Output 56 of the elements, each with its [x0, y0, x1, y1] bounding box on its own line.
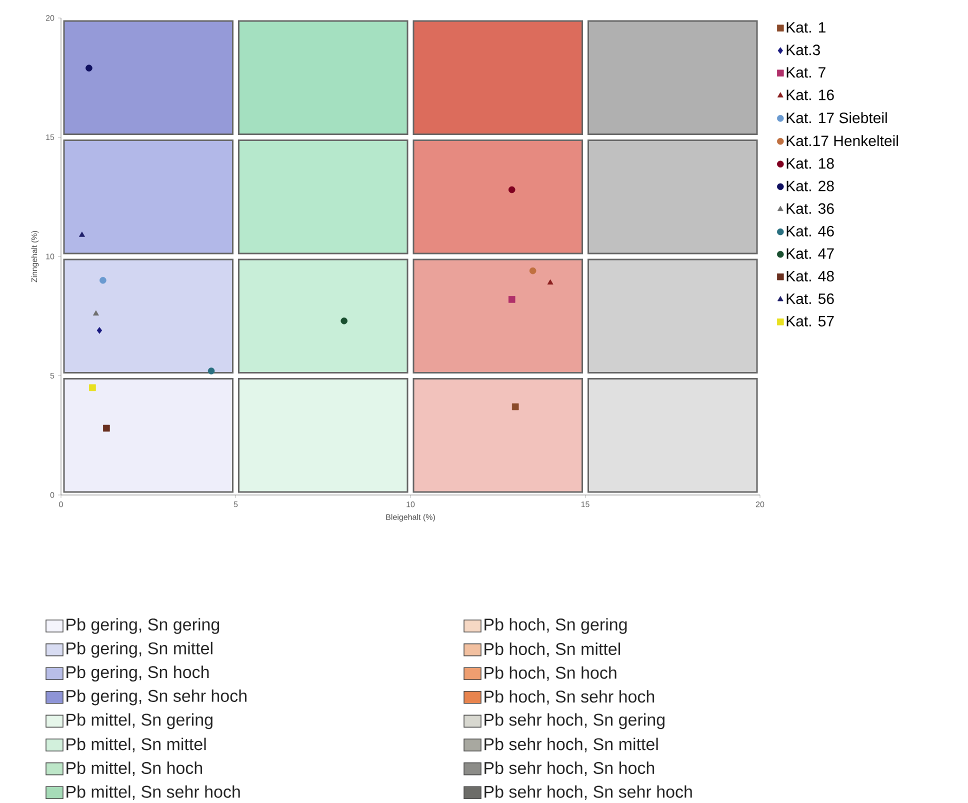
text: Pb mittel, Sn hoch	[66, 762, 202, 776]
y-tick-label: 10	[46, 254, 54, 260]
x-tick-label: 15	[581, 502, 590, 508]
y-tick-label: 0	[50, 492, 54, 498]
legend-label: Kat.17 Henkelteil	[786, 135, 898, 146]
legend-label: Kat. 18	[786, 158, 834, 169]
legend-label: Kat. 7	[786, 67, 826, 78]
y-tick-label: 15	[46, 134, 54, 140]
text: Pb gering, Sn hoch	[66, 666, 209, 682]
text: Pb mittel, Sn mittel	[66, 738, 206, 752]
y-axis-title: Zinngehalt (%)	[31, 231, 39, 282]
legend-label: Kat. 16	[786, 90, 834, 100]
legend-label: Kat. 57	[786, 316, 834, 326]
legend-label: Kat. 36	[786, 203, 834, 214]
text: Pb hoch, Sn mittel	[484, 642, 620, 658]
point	[92, 310, 99, 316]
point	[547, 279, 554, 285]
x-tick-label: 0	[59, 502, 63, 508]
text: Pb mittel, Sn gering	[66, 713, 212, 730]
point	[508, 186, 516, 194]
point	[89, 384, 96, 392]
point	[100, 276, 106, 284]
legend-label: Kat. 56	[786, 293, 834, 304]
point	[208, 368, 215, 374]
text: Pb gering, Sn sehr hoch	[66, 689, 246, 706]
point	[512, 403, 519, 410]
text: Pb hoch, Sn hoch	[484, 666, 616, 681]
text: Pb gering, Sn mittel	[66, 642, 212, 658]
point	[508, 296, 516, 303]
x-tick-label: 20	[756, 502, 764, 508]
text: Pb sehr hoch, Sn hoch	[484, 762, 654, 776]
point	[340, 317, 348, 324]
point	[529, 267, 536, 274]
x-axis-title: Bleigehalt (%)	[386, 514, 435, 522]
x-tick-label: 10	[406, 502, 415, 508]
text: Pb gering, Sn gering	[66, 618, 220, 634]
y-tick-label: 20	[46, 15, 54, 21]
text: Pb sehr hoch, Sn sehr hoch	[484, 785, 692, 800]
legend-label: Kat. 47	[786, 248, 834, 259]
x-tick-label: 5	[234, 502, 238, 508]
legend-label: Kat. 48	[786, 270, 834, 282]
legend-label: Kat.3	[786, 44, 820, 56]
point	[103, 424, 110, 432]
text: Pb hoch, Sn sehr hoch	[484, 690, 654, 705]
legend-label: Kat. 17 Siebteil	[786, 112, 887, 124]
text: Pb sehr hoch, Sn gering	[484, 713, 664, 730]
point	[79, 232, 85, 237]
text: Pb mittel, Sn sehr hoch	[66, 785, 240, 800]
legend-label: Kat. 1	[786, 22, 826, 33]
point	[96, 327, 102, 334]
y-tick-label: 5	[50, 372, 54, 379]
point	[86, 64, 92, 72]
text: Pb sehr hoch, Sn mittel	[484, 738, 658, 752]
legend-label: Kat. 28	[786, 180, 834, 192]
text: Pb hoch, Sn gering	[484, 618, 627, 634]
legend-label: Kat. 46	[786, 226, 834, 236]
